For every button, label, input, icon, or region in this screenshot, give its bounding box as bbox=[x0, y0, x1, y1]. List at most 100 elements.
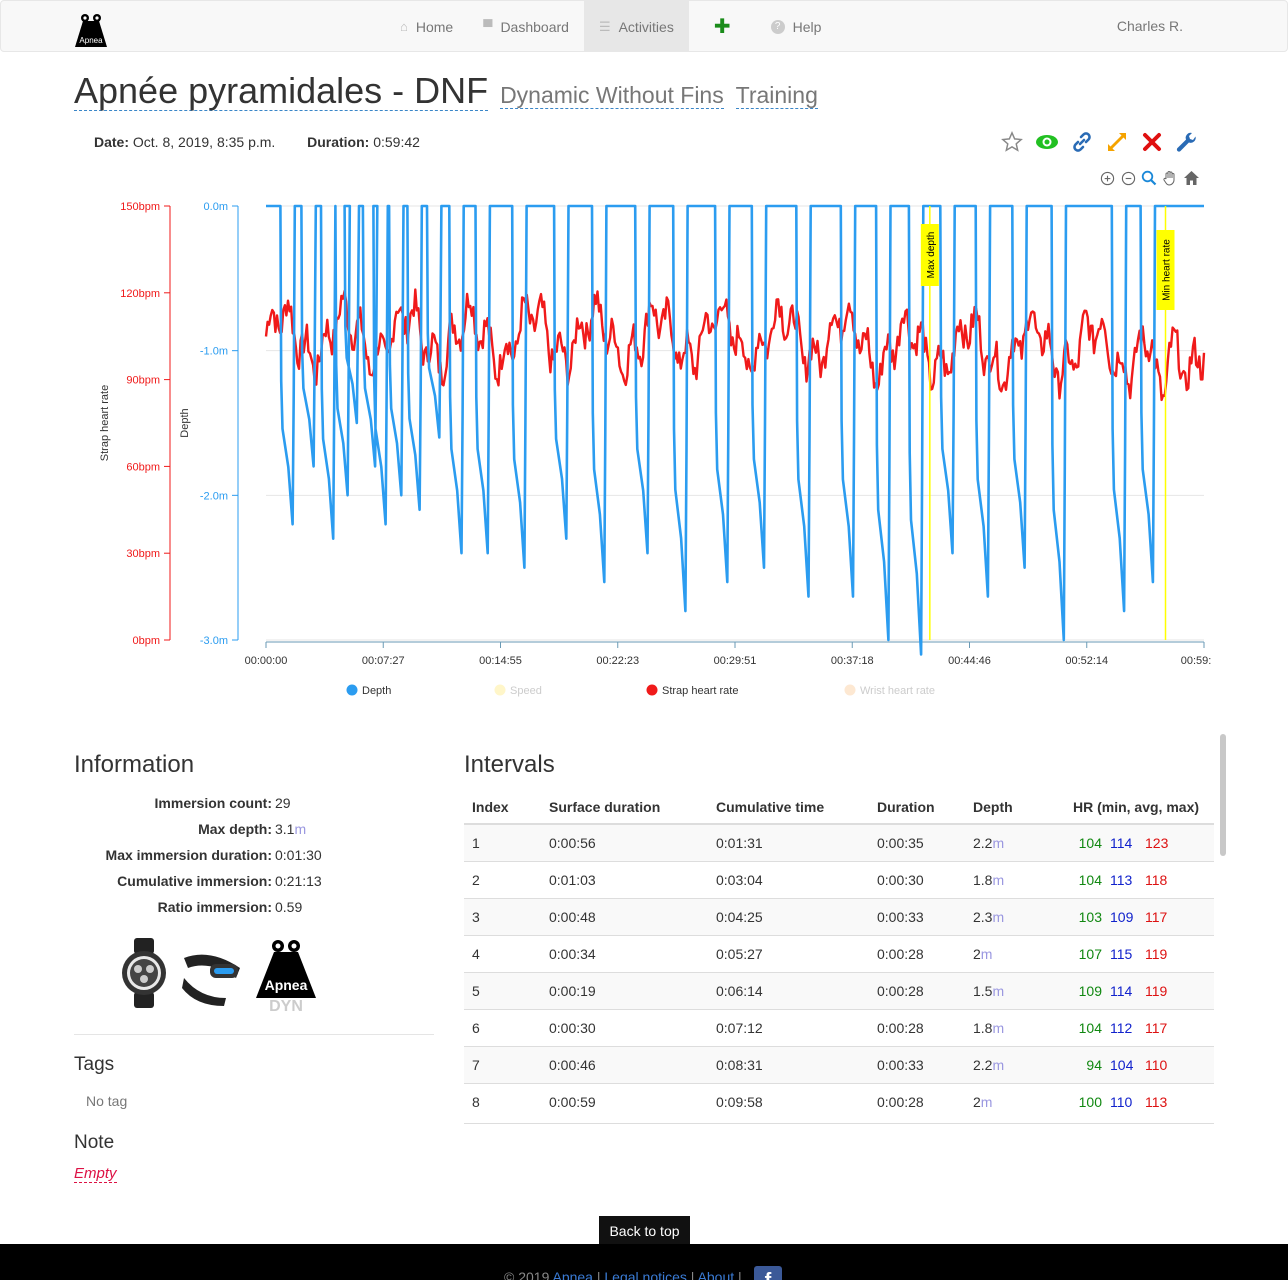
cell-surface-duration: 0:00:59 bbox=[541, 1082, 708, 1120]
cell-index: 1 bbox=[464, 823, 541, 861]
cell-cumulative-time: 0:09:58 bbox=[708, 1082, 869, 1120]
visibility-button[interactable] bbox=[1033, 128, 1061, 156]
devices: Apnea DYN bbox=[118, 938, 318, 1012]
close-icon bbox=[1143, 133, 1161, 151]
table-row[interactable]: 3 0:00:48 0:04:25 0:00:33 2.3m 103 109 117 bbox=[464, 897, 1214, 935]
nav-help[interactable]: ? Help bbox=[756, 1, 837, 52]
column-header[interactable]: Duration bbox=[869, 790, 965, 825]
table-row[interactable]: 5 0:00:19 0:06:14 0:00:28 1.5m 109 114 119 bbox=[464, 971, 1214, 1009]
information-row: Ratio immersion: 0.59 bbox=[74, 894, 434, 920]
delete-button[interactable] bbox=[1138, 128, 1166, 156]
nav-add[interactable]: ✚ bbox=[689, 1, 756, 52]
depth-axis-label: Depth bbox=[179, 408, 191, 437]
footer-legal-link[interactable]: Legal notices bbox=[604, 1269, 687, 1280]
footer-copyright: © 2019 bbox=[504, 1269, 550, 1280]
cell-index: 3 bbox=[464, 897, 541, 935]
share-link-button[interactable] bbox=[1068, 128, 1096, 156]
column-header[interactable]: Surface duration bbox=[541, 790, 708, 825]
cell-index: 2 bbox=[464, 860, 541, 898]
cell-cumulative-time: 0:06:14 bbox=[708, 971, 869, 1009]
table-row[interactable]: 2 0:01:03 0:03:04 0:00:30 1.8m 104 113 118 bbox=[464, 860, 1214, 898]
help-icon: ? bbox=[770, 19, 785, 34]
nav-dashboard[interactable]: ▀ Dashboard bbox=[468, 1, 584, 52]
user-menu[interactable]: Charles R. bbox=[1116, 18, 1183, 34]
footer-brand-link[interactable]: Apnea bbox=[552, 1269, 593, 1280]
intervals-scrollbar[interactable] bbox=[1220, 734, 1226, 856]
legend-item[interactable]: Speed bbox=[494, 684, 542, 698]
cell-cumulative-time: 0:01:31 bbox=[708, 823, 869, 861]
brand-logo[interactable]: Apnea bbox=[71, 11, 111, 51]
cell-cumulative-time: 0:04:25 bbox=[708, 897, 869, 935]
information-key: Immersion count: bbox=[154, 795, 272, 811]
discipline-badge: DYN bbox=[269, 998, 303, 1012]
nav-home[interactable]: ⌂ Home bbox=[385, 1, 468, 52]
cell-surface-duration: 0:01:03 bbox=[541, 860, 708, 898]
information-key: Max depth: bbox=[198, 821, 272, 837]
legend-item[interactable]: Strap heart rate bbox=[646, 684, 739, 698]
table-row[interactable]: 8 0:00:59 0:09:58 0:00:28 2m 100 110 113 bbox=[464, 1082, 1214, 1120]
hr-tick-label: 60bpm bbox=[126, 461, 160, 473]
legend-item[interactable]: Depth bbox=[346, 684, 392, 698]
column-header[interactable]: Cumulative time bbox=[708, 790, 869, 825]
table-row[interactable]: 1 0:00:56 0:01:31 0:00:35 2.2m 104 114 123 bbox=[464, 823, 1214, 861]
dive-profile-chart[interactable]: 150bpm 120bpm 90bpm 60bpm 30bpm 0bpm Strap hea… bbox=[0, 190, 1288, 710]
column-header[interactable]: Depth bbox=[965, 790, 1058, 825]
information-value: 0:21:13 bbox=[275, 873, 322, 889]
hr-axis-label: Strap heart rate bbox=[99, 385, 111, 461]
reset-zoom-button[interactable] bbox=[1182, 168, 1200, 188]
chart-annotations: Max depth Min heart rate bbox=[920, 206, 1175, 640]
x-tick-label: 00:00:00 bbox=[245, 655, 288, 667]
cell-depth: 2.2m bbox=[965, 1045, 1058, 1083]
x-tick-label: 00:52:14 bbox=[1065, 655, 1108, 667]
cell-index: 4 bbox=[464, 934, 541, 972]
list-icon: ☰ bbox=[598, 18, 611, 34]
information-row: Cumulative immersion: 0:21:13 bbox=[74, 868, 434, 894]
back-to-top-button[interactable]: Back to top bbox=[599, 1216, 690, 1246]
plus-icon: ✚ bbox=[713, 16, 731, 38]
information-value: 0:01:30 bbox=[275, 847, 322, 863]
page-title[interactable]: Apnée pyramidales - DNF bbox=[74, 70, 489, 111]
column-header[interactable]: HR (min, avg, max) bbox=[1058, 790, 1214, 825]
table-row[interactable]: 7 0:00:46 0:08:31 0:00:33 2.2m 94 104 110 bbox=[464, 1045, 1214, 1083]
nav-activities[interactable]: ☰ Activities bbox=[583, 1, 689, 52]
zoom-in-icon bbox=[1100, 171, 1114, 185]
wrench-icon bbox=[1176, 132, 1196, 152]
column-header[interactable]: Index bbox=[464, 790, 541, 825]
favorite-button[interactable] bbox=[998, 128, 1026, 156]
duration-value: 0:59:42 bbox=[373, 134, 420, 150]
note-edit-link[interactable]: Empty bbox=[74, 1165, 117, 1183]
information-row: Max depth: 3.1m bbox=[74, 816, 434, 842]
dyn-fin-icon: Apnea DYN bbox=[256, 940, 316, 1012]
information-key: Cumulative immersion: bbox=[117, 873, 272, 889]
cell-duration: 0:00:28 bbox=[869, 971, 965, 1009]
legend-item[interactable]: Wrist heart rate bbox=[844, 684, 936, 698]
zoom-in-button[interactable] bbox=[1098, 168, 1116, 188]
cell-depth: 2.2m bbox=[965, 823, 1058, 861]
cell-duration: 0:00:35 bbox=[869, 823, 965, 861]
cell-surface-duration: 0:00:34 bbox=[541, 934, 708, 972]
zoom-out-button[interactable] bbox=[1119, 168, 1137, 188]
activity-type-label[interactable]: Training bbox=[735, 82, 818, 109]
x-tick-label: 00:59: bbox=[1181, 655, 1212, 667]
information-value: 3.1m bbox=[275, 821, 307, 837]
cell-hr: 107 115 119 bbox=[1058, 934, 1214, 972]
cell-duration: 0:00:30 bbox=[869, 860, 965, 898]
settings-button[interactable] bbox=[1173, 128, 1201, 156]
footer-about-link[interactable]: About bbox=[697, 1269, 735, 1280]
pan-button[interactable] bbox=[1161, 168, 1179, 188]
intervals-title: Intervals bbox=[464, 751, 555, 778]
facebook-icon[interactable]: f bbox=[754, 1266, 782, 1280]
discipline-label[interactable]: Dynamic Without Fins bbox=[500, 82, 724, 109]
depth-tick-label: -2.0m bbox=[200, 490, 228, 502]
cell-index: 5 bbox=[464, 971, 541, 1009]
cell-hr: 104 112 117 bbox=[1058, 1008, 1214, 1046]
tags-empty: No tag bbox=[86, 1093, 128, 1109]
navbar: Apnea ⌂ Home ▀ Dashboard ☰ Activities ✚ … bbox=[0, 0, 1288, 52]
chart-axes: 150bpm 120bpm 90bpm 60bpm 30bpm 0bpm Strap hea… bbox=[99, 201, 1211, 667]
series-depth-line bbox=[266, 204, 1204, 656]
selection-zoom-button[interactable] bbox=[1140, 168, 1158, 188]
intervals-table-container[interactable]: Index Surface duration Cumulative time Dura… bbox=[464, 790, 1214, 1124]
table-row[interactable]: 4 0:00:34 0:05:27 0:00:28 2m 107 115 119 bbox=[464, 934, 1214, 972]
fullscreen-button[interactable] bbox=[1103, 128, 1131, 156]
table-row[interactable]: 6 0:00:30 0:07:12 0:00:28 1.8m 104 112 117 bbox=[464, 1008, 1214, 1046]
